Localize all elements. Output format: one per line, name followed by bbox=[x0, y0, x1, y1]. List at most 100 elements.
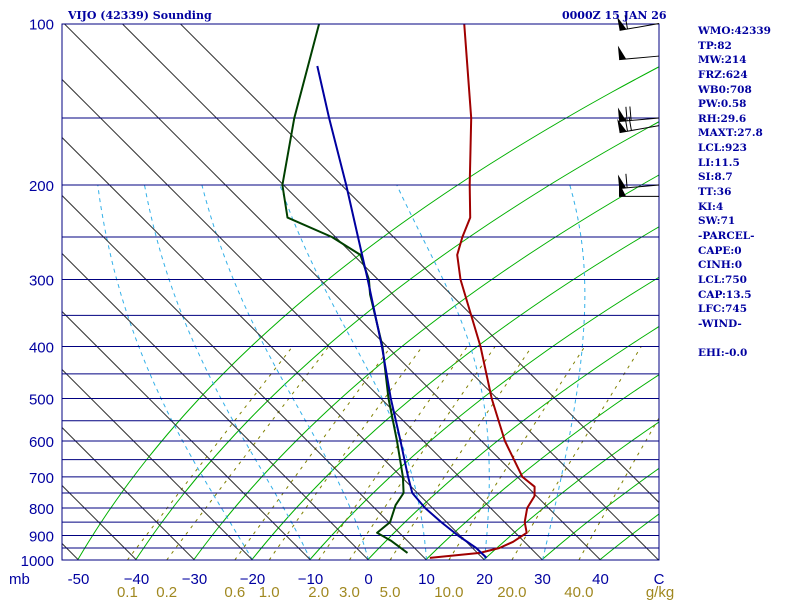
moist-adiabat-line bbox=[396, 184, 490, 560]
pressure-tick-label: 600 bbox=[29, 434, 54, 451]
stat-label: LI bbox=[698, 156, 711, 169]
temperature-tick-label: 10 bbox=[418, 571, 435, 588]
temperature-tick-label: 40 bbox=[592, 571, 609, 588]
dry-adiabat-line bbox=[483, 421, 659, 560]
station-title: VIJO (42339) Sounding bbox=[68, 9, 212, 22]
stat-line: CAPE:0 bbox=[698, 244, 742, 257]
pressure-tick-label: 300 bbox=[29, 273, 54, 290]
stat-label: TP bbox=[698, 39, 714, 52]
stat-value: 42339 bbox=[734, 25, 771, 37]
dry-adiabat-line bbox=[425, 374, 659, 560]
stat-value: 82 bbox=[717, 39, 732, 52]
stat-label: LCL bbox=[698, 273, 722, 286]
mixing-ratio-label: 40.0 bbox=[564, 584, 593, 600]
stat-value: 11.5 bbox=[714, 156, 740, 169]
stat-value: 0 bbox=[734, 244, 742, 257]
pressure-tick-label: 1000 bbox=[21, 553, 54, 570]
stat-label: SW bbox=[698, 215, 717, 228]
stat-line: MAXT:27.8 bbox=[698, 127, 763, 140]
isotherm-line bbox=[0, 24, 21, 560]
stat-label: MW bbox=[698, 54, 721, 67]
pressure-tick-label: 700 bbox=[29, 470, 54, 487]
stats-panel: WMO:42339 TP:82 MW:214 FRZ:624 WB0:708 PW:0.5… bbox=[698, 24, 798, 361]
stat-line: SI:8.7 bbox=[698, 171, 733, 184]
stat-line: FRZ:624 bbox=[698, 68, 748, 81]
stat-label: CAPE bbox=[698, 244, 731, 257]
stat-label: SI bbox=[698, 171, 711, 184]
parcel-trace bbox=[316, 65, 488, 559]
stat-label: LCL bbox=[698, 142, 722, 155]
dry-adiabat-line bbox=[77, 66, 659, 560]
temperature-tick-label: 20 bbox=[476, 571, 493, 588]
temperature-tick-label: 0 bbox=[364, 571, 372, 588]
isotherm-line bbox=[62, 252, 369, 560]
temperature-tick-label: −30 bbox=[182, 571, 207, 588]
mixing-ratio-label: 5.0 bbox=[380, 584, 401, 600]
dry-adiabat-line bbox=[135, 121, 659, 560]
stat-line: TP:82 bbox=[698, 39, 732, 52]
dry-adiabat-line bbox=[367, 325, 659, 560]
wind-barb bbox=[617, 116, 660, 134]
mixing-ratio-label: 1.0 bbox=[259, 584, 280, 600]
stat-value: 745 bbox=[725, 303, 748, 316]
wind-barb bbox=[618, 182, 660, 197]
isotherm-line bbox=[180, 24, 659, 504]
temperature-tick-label: −40 bbox=[124, 571, 149, 588]
mixing-ratio-label: 0.1 bbox=[117, 584, 138, 600]
stat-line: RH:29.6 bbox=[698, 112, 747, 125]
stat-line bbox=[698, 331, 798, 346]
stat-line: -WIND- bbox=[698, 317, 798, 332]
stat-value: 214 bbox=[724, 54, 747, 67]
temperature-trace bbox=[429, 24, 536, 559]
pressure-tick-label: 400 bbox=[29, 340, 54, 357]
temperature-tick-label: -50 bbox=[68, 571, 90, 588]
stat-line: LCL:923 bbox=[698, 142, 747, 155]
mixing-ratio-label: 3.0 bbox=[339, 584, 360, 600]
isotherm-line bbox=[62, 78, 543, 560]
stat-label: CINH bbox=[698, 259, 731, 272]
stat-label: MAXT bbox=[698, 127, 734, 140]
stat-value: 4 bbox=[715, 200, 724, 213]
stat-value: 71 bbox=[720, 215, 736, 228]
stat-line: WMO:42339 bbox=[698, 25, 771, 37]
pressure-tick-label: 100 bbox=[29, 17, 54, 34]
stat-heading: -WIND- bbox=[698, 317, 742, 330]
stat-line: SW:71 bbox=[698, 215, 736, 228]
temperature-tick-label: 30 bbox=[534, 571, 551, 588]
temperature-unit-label: C bbox=[654, 571, 665, 588]
isotherm-line bbox=[62, 310, 311, 560]
stat-line: CINH:0 bbox=[698, 259, 742, 272]
stat-value: 29.6 bbox=[720, 112, 747, 125]
wind-barb bbox=[617, 15, 660, 31]
isotherm-line bbox=[64, 24, 601, 560]
stat-label: FRZ bbox=[698, 68, 722, 81]
stat-line: PW:0.58 bbox=[698, 98, 747, 111]
stat-value: 36 bbox=[716, 186, 732, 199]
plot-frame bbox=[61, 23, 660, 561]
stat-value: 13.5 bbox=[725, 288, 752, 301]
stat-line: CAP:13.5 bbox=[698, 288, 752, 301]
mixing-ratio-label: 0.6 bbox=[224, 584, 245, 600]
stat-label: WB0 bbox=[698, 83, 726, 96]
stat-value: 750 bbox=[725, 273, 747, 286]
temperature-tick-label: −20 bbox=[240, 571, 265, 588]
stat-value: 708 bbox=[729, 83, 752, 96]
wind-barb bbox=[617, 45, 660, 61]
stat-line: KI:4 bbox=[698, 200, 724, 213]
stat-line: EHI:-0.0 bbox=[698, 347, 748, 360]
stat-line: TT:36 bbox=[698, 186, 732, 199]
mixing-ratio-label: 10.0 bbox=[434, 584, 463, 600]
dry-adiabat-line bbox=[193, 174, 659, 560]
stat-value: 0 bbox=[734, 259, 742, 272]
stat-label: KI bbox=[698, 200, 713, 213]
pressure-tick-label: 900 bbox=[29, 529, 54, 546]
stat-label: WMO bbox=[698, 25, 731, 37]
stat-line: -PARCEL- bbox=[698, 229, 798, 244]
temperature-tick-label: −10 bbox=[298, 571, 323, 588]
plot-area bbox=[0, 24, 659, 560]
mixing-ratio-label: 20.0 bbox=[497, 584, 526, 600]
stat-value: 923 bbox=[725, 142, 747, 155]
dry-adiabat-line bbox=[309, 276, 659, 560]
stat-line: LCL:750 bbox=[698, 273, 747, 286]
